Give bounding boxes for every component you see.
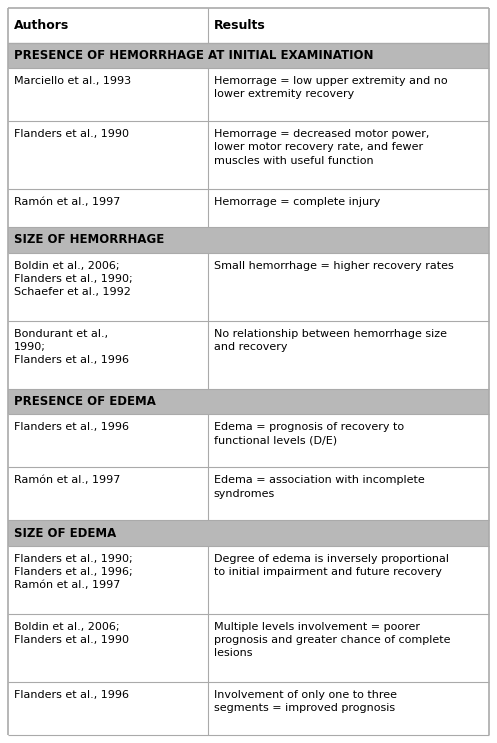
Text: Degree of edema is inversely proportional
to initial impairment and future recov: Degree of edema is inversely proportiona… [214,554,449,577]
Bar [8,121,489,189]
Bar [8,321,489,389]
Text: PRESENCE OF EDEMA: PRESENCE OF EDEMA [14,395,156,408]
Text: Hemorrage = decreased motor power,
lower motor recovery rate, and fewer
muscles : Hemorrage = decreased motor power, lower… [214,129,429,166]
Text: Flanders et al., 1990: Flanders et al., 1990 [14,129,129,139]
Text: Involvement of only one to three
segments = improved prognosis: Involvement of only one to three segment… [214,690,397,713]
Bar [8,614,489,682]
Bar [8,520,489,546]
Bar [8,42,489,68]
Bar [8,546,489,614]
Text: No relationship between hemorrhage size
and recovery: No relationship between hemorrhage size … [214,329,447,352]
Text: Ramón et al., 1997: Ramón et al., 1997 [14,476,120,485]
Bar [8,389,489,414]
Text: Authors: Authors [14,19,69,32]
Bar [8,414,489,467]
Text: Flanders et al., 1996: Flanders et al., 1996 [14,422,129,432]
Text: Flanders et al., 1996: Flanders et al., 1996 [14,690,129,700]
Text: SIZE OF EDEMA: SIZE OF EDEMA [14,527,116,539]
Text: Hemorrage = complete injury: Hemorrage = complete injury [214,197,380,207]
Text: Small hemorrhage = higher recovery rates: Small hemorrhage = higher recovery rates [214,261,453,270]
Text: Boldin et al., 2006;
Flanders et al., 1990: Boldin et al., 2006; Flanders et al., 19… [14,622,129,645]
Text: Ramón et al., 1997: Ramón et al., 1997 [14,197,120,207]
Text: Flanders et al., 1990;
Flanders et al., 1996;
Ramón et al., 1997: Flanders et al., 1990; Flanders et al., … [14,554,133,590]
Text: PRESENCE OF HEMORRHAGE AT INITIAL EXAMINATION: PRESENCE OF HEMORRHAGE AT INITIAL EXAMIN… [14,49,374,62]
Text: Boldin et al., 2006;
Flanders et al., 1990;
Schaefer et al., 1992: Boldin et al., 2006; Flanders et al., 19… [14,261,133,297]
Text: Results: Results [214,19,265,32]
Bar [8,189,489,227]
Text: Multiple levels involvement = poorer
prognosis and greater chance of complete
le: Multiple levels involvement = poorer pro… [214,622,450,658]
Text: Edema = prognosis of recovery to
functional levels (D/E): Edema = prognosis of recovery to functio… [214,422,404,446]
Bar [8,8,489,42]
Bar [8,68,489,121]
Bar [8,682,489,735]
Text: Marciello et al., 1993: Marciello et al., 1993 [14,76,131,86]
Text: Hemorrage = low upper extremity and no
lower extremity recovery: Hemorrage = low upper extremity and no l… [214,76,447,100]
Bar [8,253,489,321]
Bar [8,227,489,253]
Text: SIZE OF HEMORRHAGE: SIZE OF HEMORRHAGE [14,233,164,247]
Bar [8,467,489,520]
Text: Bondurant et al.,
1990;
Flanders et al., 1996: Bondurant et al., 1990; Flanders et al.,… [14,329,129,366]
Text: Edema = association with incomplete
syndromes: Edema = association with incomplete synd… [214,476,424,499]
